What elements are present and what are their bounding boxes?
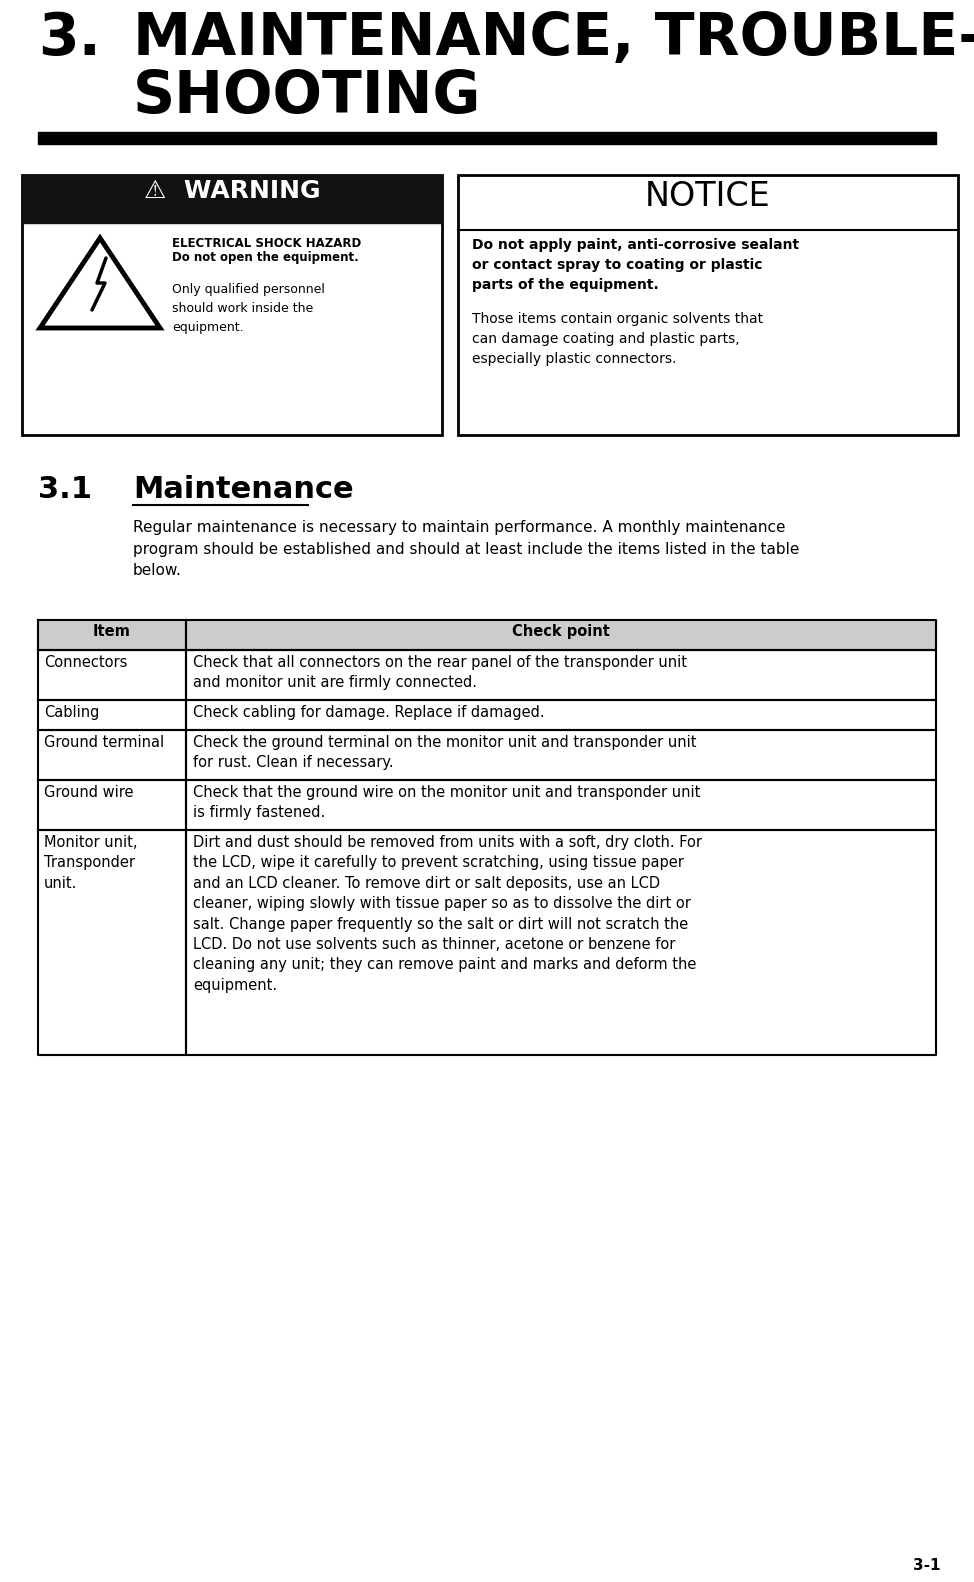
Text: Ground wire: Ground wire [44,785,133,800]
Text: Check cabling for damage. Replace if damaged.: Check cabling for damage. Replace if dam… [193,706,544,720]
Text: MAINTENANCE, TROUBLE-: MAINTENANCE, TROUBLE- [133,9,974,66]
Text: Maintenance: Maintenance [133,475,354,505]
Text: SHOOTING: SHOOTING [133,68,481,125]
Text: Item: Item [94,623,131,639]
Bar [458,176,958,435]
Text: Connectors: Connectors [44,655,128,671]
Text: Monitor unit,
Transponder
unit.: Monitor unit, Transponder unit. [44,835,137,891]
Text: ELECTRICAL SHOCK HAZARD: ELECTRICAL SHOCK HAZARD [172,237,361,250]
Text: Do not apply paint, anti-corrosive sealant
or contact spray to coating or plasti: Do not apply paint, anti-corrosive seala… [472,237,799,293]
Text: Those items contain organic solvents that
can damage coating and plastic parts,
: Those items contain organic solvents tha… [472,312,763,365]
Text: Check that all connectors on the rear panel of the transponder unit
and monitor : Check that all connectors on the rear pa… [193,655,687,690]
Bar [22,176,442,435]
Text: Check point: Check point [512,623,610,639]
Text: Cabling: Cabling [44,706,99,720]
Polygon shape [40,237,160,327]
Text: Regular maintenance is necessary to maintain performance. A monthly maintenance
: Regular maintenance is necessary to main… [133,520,800,577]
Text: Do not open the equipment.: Do not open the equipment. [172,252,358,264]
Text: ⚠  WARNING: ⚠ WARNING [144,179,320,202]
Text: 3.: 3. [38,9,101,66]
Text: Only qualified personnel
should work inside the
equipment.: Only qualified personnel should work ins… [172,283,325,334]
Text: Dirt and dust should be removed from units with a soft, dry cloth. For
the LCD, : Dirt and dust should be removed from uni… [193,835,702,993]
Text: NOTICE: NOTICE [645,180,770,214]
Text: 3.1: 3.1 [38,475,92,505]
Text: 3-1: 3-1 [913,1558,940,1573]
Text: Ground terminal: Ground terminal [44,736,165,750]
Text: Check the ground terminal on the monitor unit and transponder unit
for rust. Cle: Check the ground terminal on the monitor… [193,736,696,770]
Text: Check that the ground wire on the monitor unit and transponder unit
is firmly fa: Check that the ground wire on the monito… [193,785,700,821]
